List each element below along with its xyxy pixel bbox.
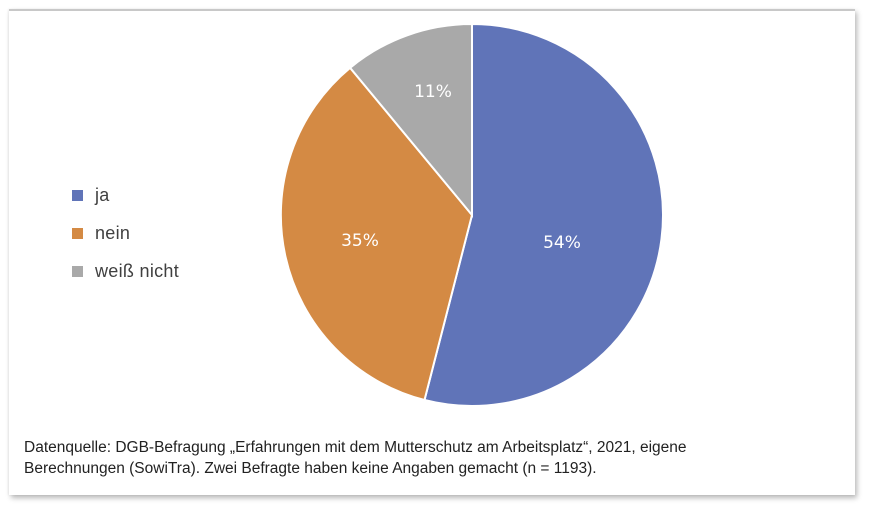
legend-swatch-ja: [72, 189, 83, 201]
slice-ja: [423, 22, 664, 407]
slice-weiss-nicht: [348, 22, 473, 218]
legend-swatch-weiss-nicht: [72, 265, 83, 277]
caption-line-2: Berechnungen (SowiTra). Zwei Befragte ha…: [24, 460, 597, 477]
legend-label: weiß nicht: [95, 260, 180, 281]
slice-label-ja: 54%: [543, 233, 581, 253]
legend-label: ja: [95, 184, 110, 205]
legend-item-weiss-nicht: weiß nicht: [72, 252, 179, 290]
caption-line-1: Datenquelle: DGB-Befragung „Erfahrungen …: [24, 439, 687, 456]
source-caption: Datenquelle: DGB-Befragung „Erfahrungen …: [24, 437, 844, 479]
slice-nein: [279, 66, 474, 402]
legend-label: nein: [95, 222, 131, 243]
legend: ja nein weiß nicht: [72, 176, 179, 290]
legend-swatch-nein: [72, 227, 83, 239]
legend-item-ja: ja: [72, 176, 179, 214]
slice-label-weiss-nicht: 11%: [414, 82, 452, 102]
legend-item-nein: nein: [72, 214, 179, 252]
slice-label-nein: 35%: [341, 231, 379, 251]
